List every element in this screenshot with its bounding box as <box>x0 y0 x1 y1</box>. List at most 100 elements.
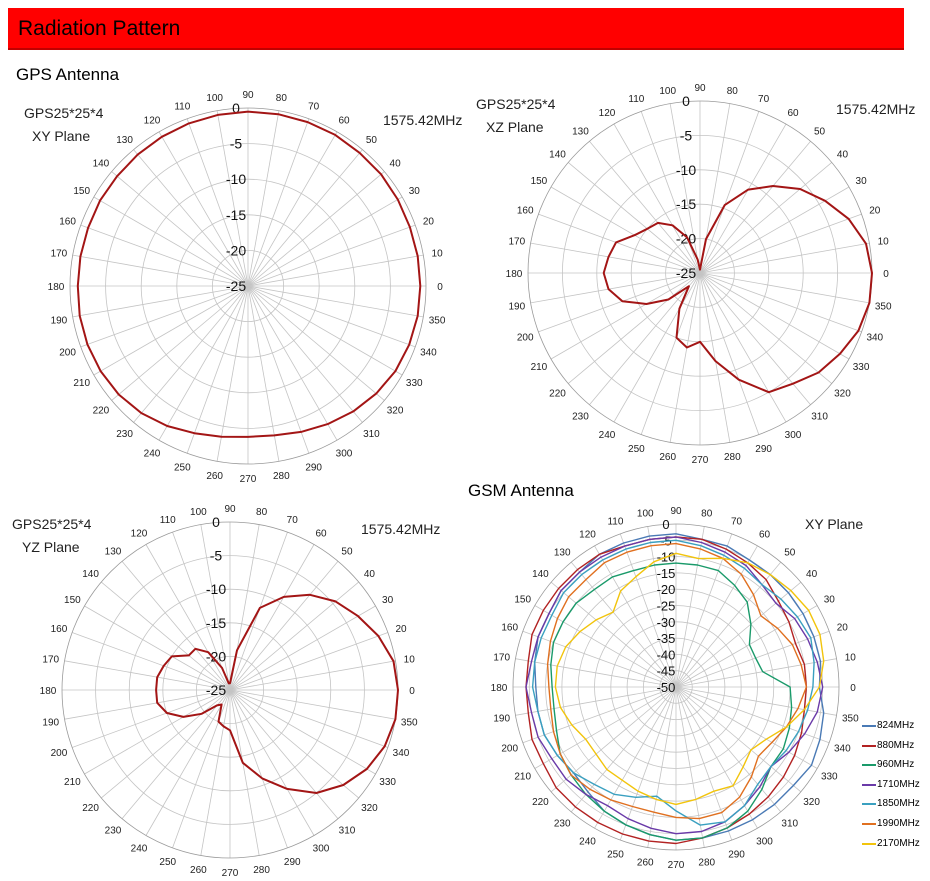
angle-tick-label: 70 <box>758 94 770 105</box>
angle-tick-label: 340 <box>866 333 883 344</box>
angle-tick-label: 280 <box>724 452 741 463</box>
angle-tick-label: 180 <box>48 282 65 293</box>
gps-xz-polar-chart: 90 80706050403020100350340330320310300290… <box>506 83 892 466</box>
grid-spoke <box>172 531 231 691</box>
grid-spoke <box>247 285 385 401</box>
angle-tick-label: 290 <box>728 849 745 860</box>
angle-tick-label: 270 <box>668 860 685 871</box>
grid-ring <box>512 523 840 851</box>
grid-ring <box>577 588 775 786</box>
grid-spoke <box>229 689 359 799</box>
grid-spoke <box>550 186 701 274</box>
grid-spoke <box>640 272 701 435</box>
grid-spoke <box>186 285 249 454</box>
grid-spoke <box>101 581 231 691</box>
angle-tick-label: 30 <box>824 595 836 606</box>
grid-spoke <box>145 544 231 691</box>
gsm-section-title: GSM Antenna <box>468 481 574 500</box>
grid-ring <box>176 214 320 358</box>
gps-xy-title-line2: XY Plane <box>32 128 91 144</box>
radial-tick-label: -40 <box>657 647 676 662</box>
grid-spoke <box>247 254 424 287</box>
grid-spoke <box>538 213 701 274</box>
series-line-1990MHz <box>546 542 808 820</box>
angle-tick-label: 170 <box>493 652 510 663</box>
angle-tick-label: 100 <box>659 86 676 97</box>
series-line-1850MHz <box>531 539 815 826</box>
gps-xz-title-line1: GPS25*25*4 <box>476 96 556 112</box>
angle-tick-label: 110 <box>607 517 623 528</box>
grid-spoke <box>133 285 249 423</box>
angle-tick-label: 60 <box>759 530 771 541</box>
legend-label: 1850MHz <box>877 798 920 810</box>
angle-tick-label: 200 <box>51 748 68 759</box>
radial-tick-label: -15 <box>657 566 676 581</box>
grid-spoke <box>200 689 231 856</box>
angle-tick-label: 140 <box>82 569 99 580</box>
angle-tick-label: 290 <box>305 462 322 473</box>
grid-spoke <box>613 272 701 423</box>
angle-tick-label: 250 <box>628 444 645 455</box>
angle-tick-label: 10 <box>404 654 416 665</box>
grid-spoke <box>121 689 231 819</box>
legend-label: 960MHz <box>877 759 915 771</box>
angle-tick-label: 20 <box>837 622 849 633</box>
angle-tick-label: 80 <box>256 507 268 518</box>
grid-spoke <box>229 660 396 691</box>
grid-spoke <box>93 285 249 376</box>
grid-spoke <box>699 242 870 274</box>
angle-tick-label: 90 <box>224 504 236 515</box>
grid-spoke <box>699 272 870 304</box>
grid-spoke <box>530 272 701 304</box>
grid-spoke <box>158 131 249 287</box>
grid-ring <box>140 178 356 394</box>
gps-xy-title-line1: GPS25*25*4 <box>24 105 104 121</box>
grid-spoke <box>71 689 231 748</box>
angle-tick-label: 260 <box>190 865 207 876</box>
legend-label: 1990MHz <box>877 817 920 829</box>
angle-tick-label: 60 <box>315 528 327 539</box>
grid-spoke <box>530 242 701 274</box>
angle-tick-label: 230 <box>116 429 133 440</box>
gps-xz-title-line2: XZ Plane <box>486 119 544 135</box>
radial-tick-label: -25 <box>226 278 246 294</box>
grid-spoke <box>699 123 787 274</box>
gps-yz-title-line1: GPS25*25*4 <box>12 516 92 532</box>
grid-spoke <box>699 272 787 423</box>
radial-tick-label: -50 <box>657 680 676 695</box>
radial-tick-label: -20 <box>206 648 226 664</box>
legend-swatch <box>862 764 876 767</box>
angle-tick-label: 180 <box>40 686 57 697</box>
grid-spoke <box>247 285 310 454</box>
grid-spoke <box>699 272 862 333</box>
angle-tick-label: 50 <box>784 547 796 558</box>
grid-ring <box>195 656 264 725</box>
angle-tick-label: 160 <box>51 624 68 635</box>
angle-tick-label: 330 <box>406 378 423 389</box>
radial-tick-label: 0 <box>212 514 220 530</box>
grid-spoke <box>247 285 338 441</box>
grid-spoke <box>229 605 376 691</box>
angle-tick-label: 160 <box>517 205 534 216</box>
angle-tick-label: 130 <box>105 547 122 558</box>
gps-yz-frequency: 1575.42MHz <box>361 521 441 537</box>
radial-tick-label: -5 <box>210 548 223 564</box>
legend-swatch <box>862 803 876 806</box>
radial-tick-label: -20 <box>676 231 696 247</box>
radial-tick-label: -10 <box>676 162 696 178</box>
grid-spoke <box>84 605 231 691</box>
grid-spoke <box>699 272 850 360</box>
angle-tick-label: 40 <box>364 569 376 580</box>
grid-spoke <box>229 689 288 849</box>
grid-spoke <box>145 689 231 836</box>
grid-spoke <box>550 272 701 360</box>
grid-ring <box>626 637 726 737</box>
grid-spoke <box>229 581 359 691</box>
grid-spoke <box>229 689 376 775</box>
angle-tick-label: 320 <box>387 405 404 416</box>
angle-tick-label: 310 <box>339 825 356 836</box>
angle-tick-label: 190 <box>493 714 510 725</box>
angle-tick-label: 260 <box>637 857 654 868</box>
angle-tick-label: 70 <box>308 102 320 113</box>
grid-spoke <box>247 149 363 287</box>
